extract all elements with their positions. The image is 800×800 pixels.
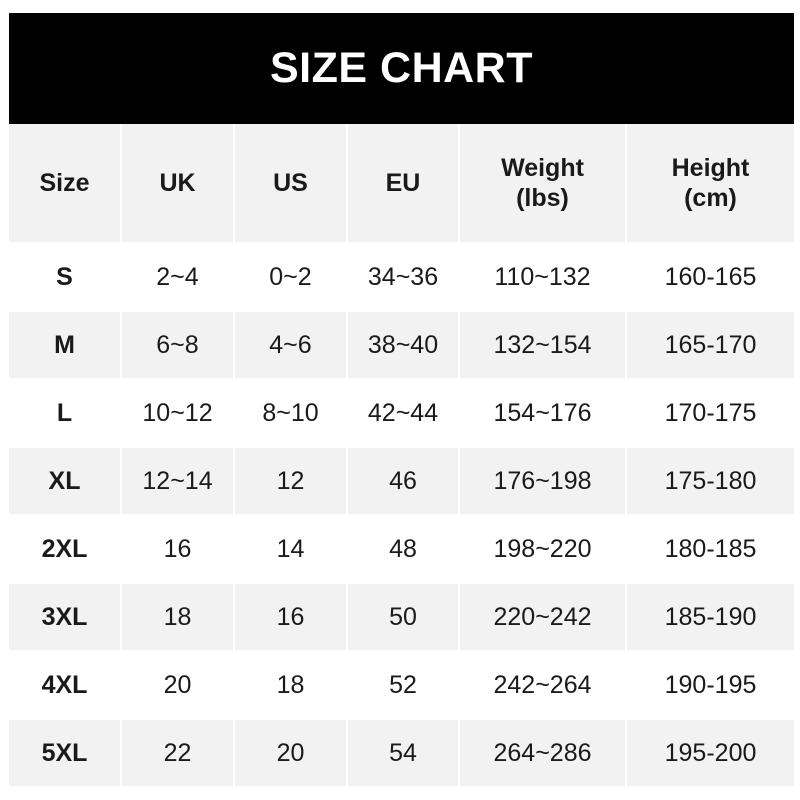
column-header-weight-line2: (lbs) [516,184,569,212]
cell-size: 4XL [9,652,122,720]
cell-uk: 18 [122,584,235,652]
cell-uk: 22 [122,720,235,788]
column-header-size-line1: Size [39,168,90,197]
table-row: M 6~8 4~6 38~40 132~154 165-170 [9,312,794,380]
size-chart: SIZE CHART Size UK US EU [9,13,794,788]
table-header-row: Size UK US EU Weight (lbs) Height (cm) [9,124,794,244]
cell-eu: 38~40 [348,312,460,380]
column-header-height: Height (cm) [627,124,794,244]
cell-eu: 42~44 [348,380,460,448]
cell-weight: 220~242 [460,584,627,652]
cell-size: M [9,312,122,380]
cell-height: 195-200 [627,720,794,788]
cell-weight: 198~220 [460,516,627,584]
cell-size: L [9,380,122,448]
cell-eu: 50 [348,584,460,652]
cell-us: 18 [235,652,348,720]
cell-height: 175-180 [627,448,794,516]
cell-eu: 52 [348,652,460,720]
cell-uk: 20 [122,652,235,720]
cell-eu: 34~36 [348,244,460,312]
cell-weight: 242~264 [460,652,627,720]
cell-size: 3XL [9,584,122,652]
cell-uk: 16 [122,516,235,584]
cell-us: 20 [235,720,348,788]
cell-us: 4~6 [235,312,348,380]
cell-height: 170-175 [627,380,794,448]
column-header-us-line1: US [273,168,308,197]
cell-uk: 12~14 [122,448,235,516]
table-row: 5XL 22 20 54 264~286 195-200 [9,720,794,788]
column-header-us: US [235,124,348,244]
cell-eu: 48 [348,516,460,584]
table-row: S 2~4 0~2 34~36 110~132 160-165 [9,244,794,312]
cell-height: 180-185 [627,516,794,584]
cell-height: 190-195 [627,652,794,720]
cell-weight: 264~286 [460,720,627,788]
cell-eu: 46 [348,448,460,516]
cell-weight: 176~198 [460,448,627,516]
cell-weight: 110~132 [460,244,627,312]
table-header: Size UK US EU Weight (lbs) Height (cm) [9,124,794,244]
table-body: S 2~4 0~2 34~36 110~132 160-165 M 6~8 4~… [9,244,794,788]
cell-height: 185-190 [627,584,794,652]
column-header-eu: EU [348,124,460,244]
cell-weight: 132~154 [460,312,627,380]
column-header-weight-line1: Weight [501,153,584,182]
cell-us: 8~10 [235,380,348,448]
column-header-weight: Weight (lbs) [460,124,627,244]
cell-us: 0~2 [235,244,348,312]
cell-us: 12 [235,448,348,516]
page-title: SIZE CHART [270,44,533,92]
table-row: 2XL 16 14 48 198~220 180-185 [9,516,794,584]
cell-uk: 10~12 [122,380,235,448]
table-row: L 10~12 8~10 42~44 154~176 170-175 [9,380,794,448]
size-chart-table: Size UK US EU Weight (lbs) Height (cm) [9,124,794,788]
cell-eu: 54 [348,720,460,788]
column-header-size: Size [9,124,122,244]
column-header-height-line1: Height [671,153,750,182]
table-row: 3XL 18 16 50 220~242 185-190 [9,584,794,652]
table-row: XL 12~14 12 46 176~198 175-180 [9,448,794,516]
cell-us: 14 [235,516,348,584]
cell-size: 2XL [9,516,122,584]
cell-us: 16 [235,584,348,652]
column-header-eu-line1: EU [385,168,421,197]
cell-height: 160-165 [627,244,794,312]
cell-weight: 154~176 [460,380,627,448]
cell-uk: 2~4 [122,244,235,312]
column-header-uk: UK [122,124,235,244]
title-banner: SIZE CHART [9,13,794,124]
column-header-uk-line1: UK [159,168,196,197]
cell-size: 5XL [9,720,122,788]
cell-uk: 6~8 [122,312,235,380]
cell-height: 165-170 [627,312,794,380]
table-row: 4XL 20 18 52 242~264 190-195 [9,652,794,720]
cell-size: S [9,244,122,312]
cell-size: XL [9,448,122,516]
column-header-height-line2: (cm) [684,184,737,212]
